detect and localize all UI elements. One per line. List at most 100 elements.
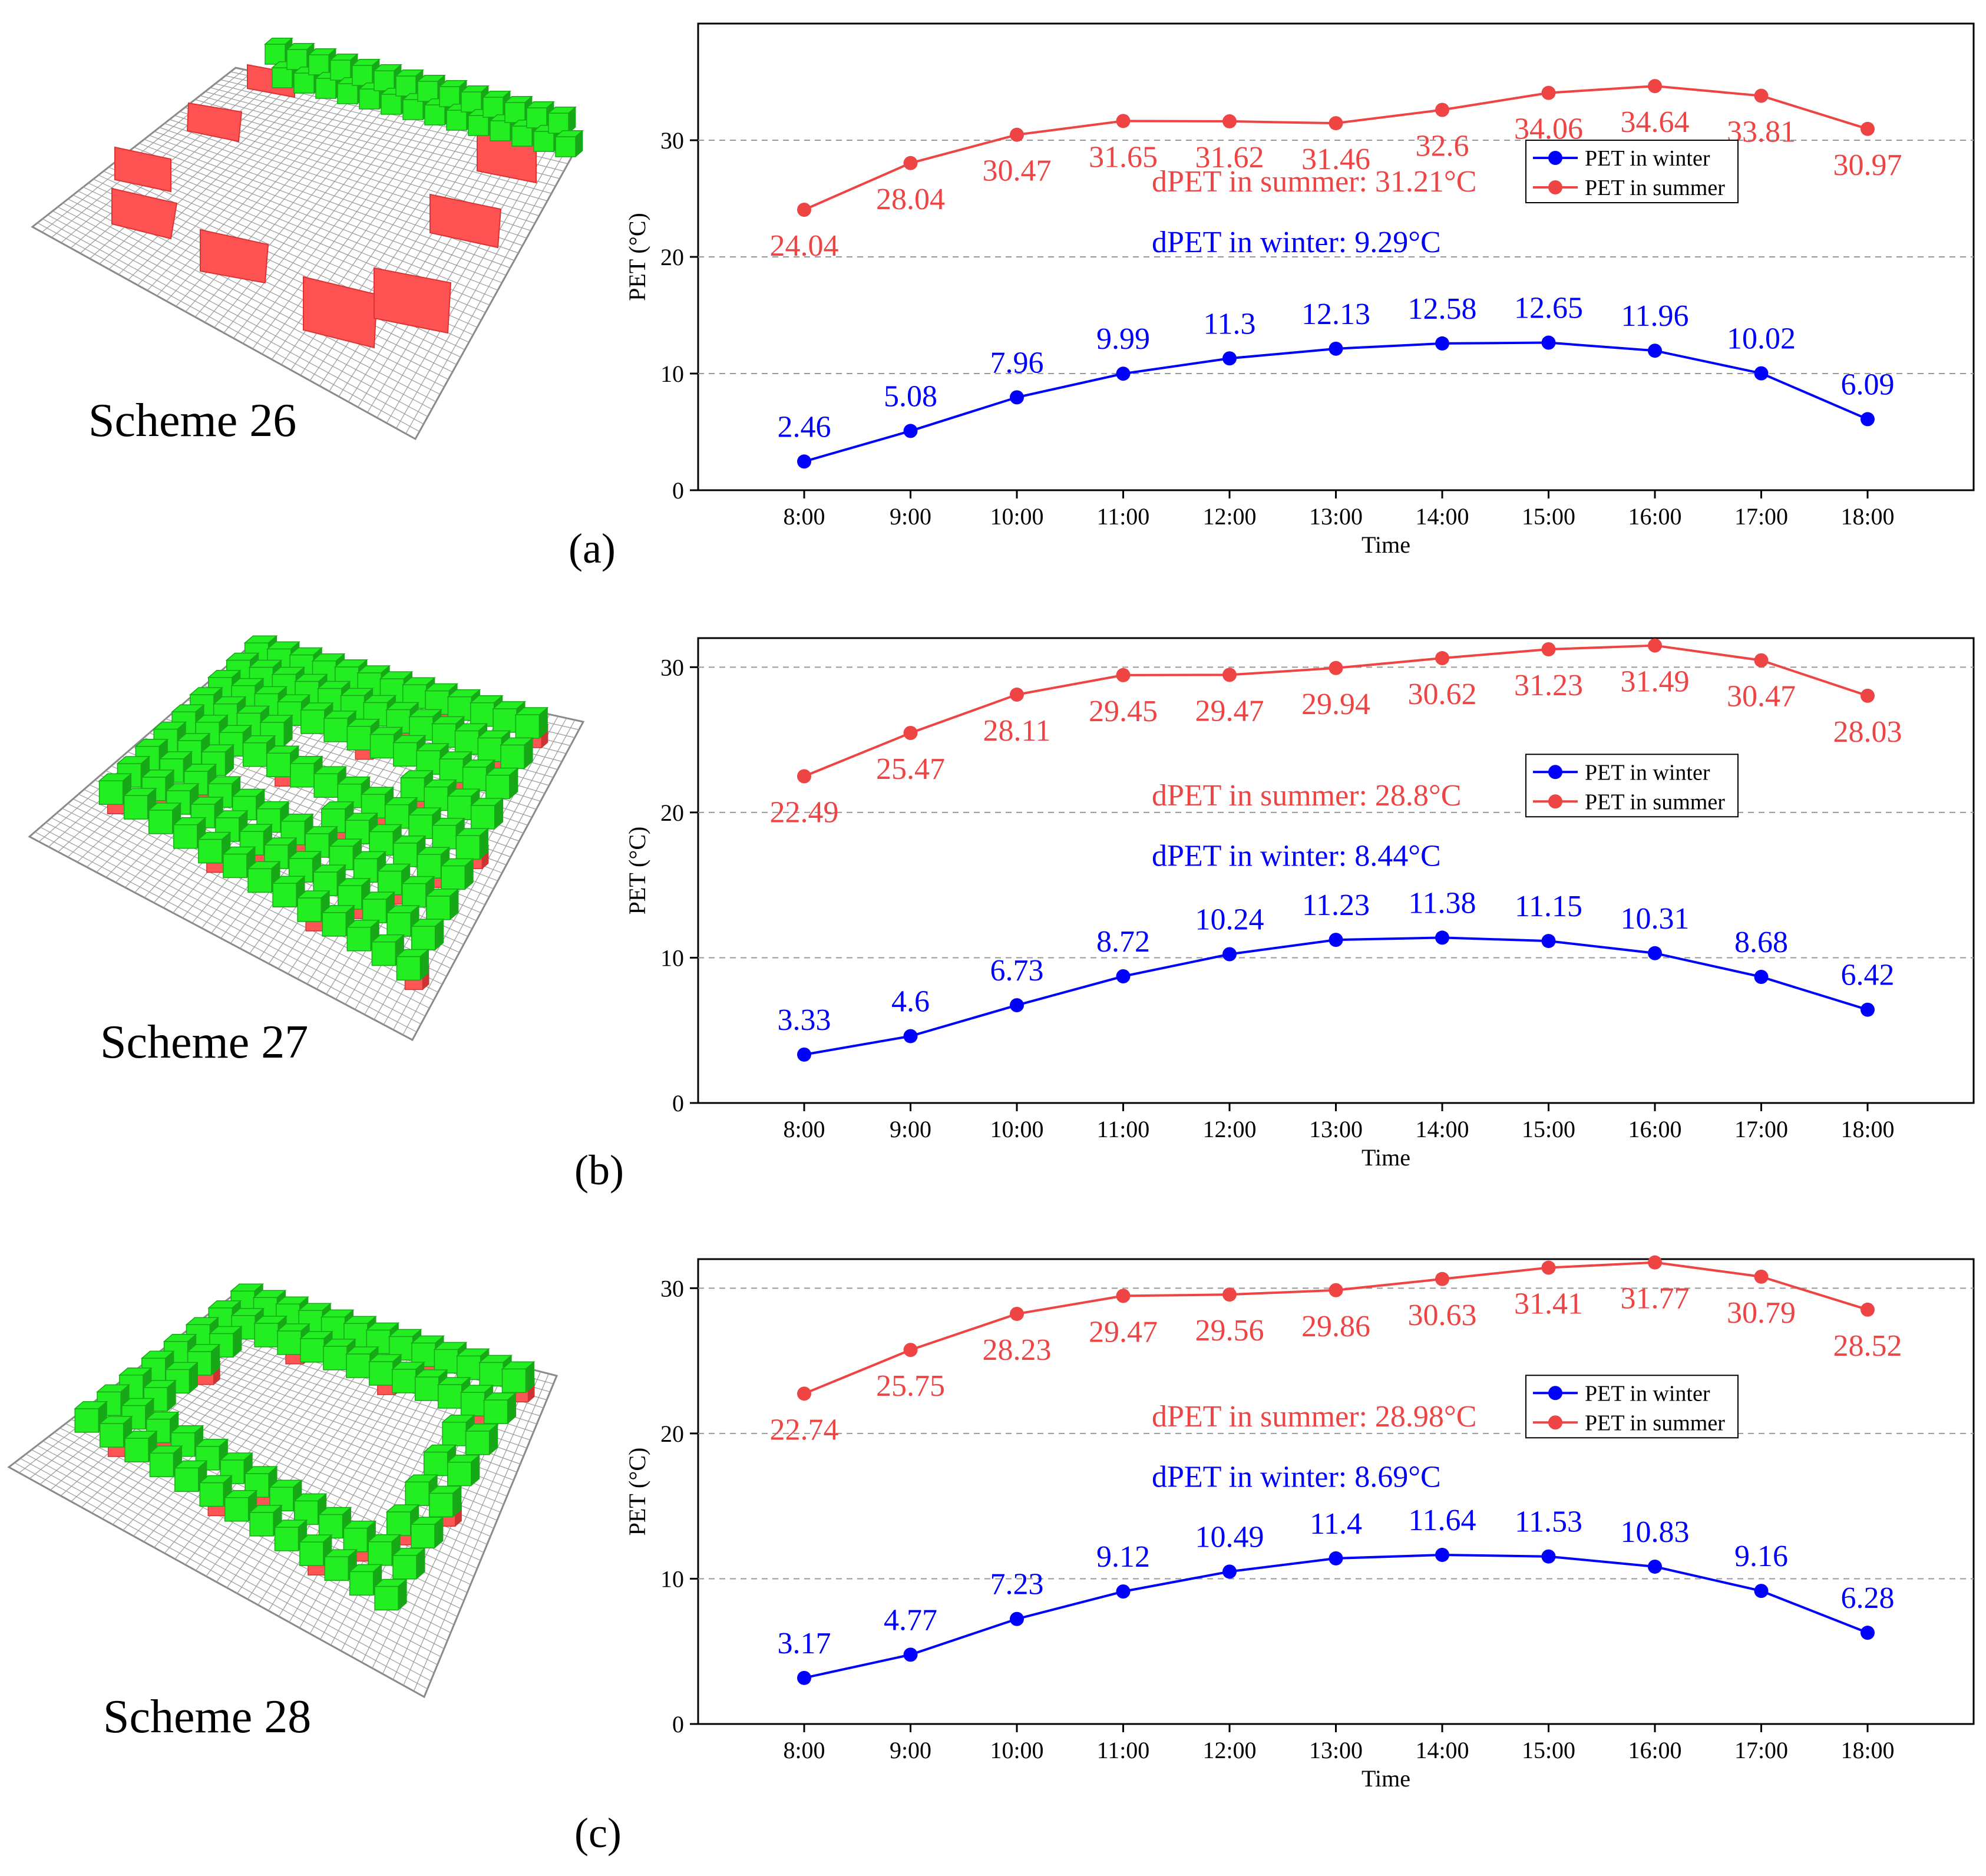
scheme-label: Scheme 28: [103, 1691, 311, 1743]
legend-swatch-marker: [1548, 1415, 1562, 1430]
summer-data-label: 22.49: [770, 795, 839, 829]
winter-data-label: 11.15: [1515, 890, 1582, 923]
summer-data-point: [1861, 1302, 1875, 1317]
grid-line: [42, 1441, 445, 1649]
x-tick-label: 12:00: [1202, 1116, 1256, 1142]
x-tick-label: 15:00: [1522, 1737, 1575, 1763]
grid-line: [25, 1454, 435, 1673]
y-tick-label: 10: [660, 944, 684, 971]
winter-dpet-annotation: dPET in winter: 8.69°C: [1152, 1461, 1441, 1494]
grid-line: [56, 813, 434, 1001]
summer-data-point: [1541, 85, 1556, 100]
x-tick-label: 10:00: [990, 1737, 1043, 1763]
summer-data-point: [1222, 114, 1237, 128]
summer-data-label: 28.04: [876, 183, 945, 216]
pet-line-chart: 0 10 20 30 8:00 9:00 10:00 11:00 12:00 13:00 14:00…: [624, 1255, 1975, 1792]
summer-data-point: [1754, 88, 1769, 103]
summer-data-point: [1861, 121, 1875, 136]
grid-line: [367, 132, 538, 413]
winter-data-label: 3.33: [778, 1003, 831, 1037]
summer-data-point: [1754, 653, 1769, 668]
building-block: [461, 759, 496, 791]
summer-data-label: 31.49: [1621, 665, 1690, 699]
building-block: [464, 1423, 499, 1455]
winter-data-label: 9.12: [1096, 1540, 1150, 1574]
summer-data-point: [1541, 642, 1556, 656]
winter-data-point: [1329, 1551, 1343, 1565]
winter-data-label: 10.31: [1621, 902, 1690, 936]
y-tick-label: 30: [660, 654, 684, 681]
building-block: [120, 1398, 155, 1430]
winter-data-label: 12.58: [1408, 292, 1477, 326]
x-axis-title: Time: [1362, 531, 1410, 558]
building-block: [470, 797, 504, 830]
summer-data-label: 28.52: [1833, 1329, 1902, 1363]
summer-data-label: 31.23: [1514, 669, 1583, 702]
panel-letter: (c): [574, 1809, 622, 1857]
grid-line: [403, 1371, 541, 1686]
summer-data-point: [1435, 103, 1449, 117]
building-block: [501, 1361, 536, 1393]
building-block: [143, 1379, 177, 1412]
x-tick-label: 10:00: [990, 1116, 1043, 1142]
summer-data-point: [903, 1343, 918, 1358]
legend-box: [1525, 754, 1739, 818]
summer-data-label: 30.47: [983, 154, 1052, 188]
summer-data-point: [1222, 668, 1237, 682]
summer-data-label: 25.47: [876, 752, 945, 786]
x-tick-label: 18:00: [1840, 1737, 1894, 1763]
summer-data-point: [1010, 1306, 1024, 1321]
x-tick-label: 15:00: [1522, 503, 1575, 530]
x-tick-label: 16:00: [1628, 1116, 1681, 1142]
grid-line: [405, 139, 572, 434]
winter-data-point: [1541, 335, 1556, 350]
winter-data-point: [1648, 946, 1662, 960]
grid-line: [42, 218, 424, 425]
grid-line: [386, 136, 555, 424]
building-block: [74, 1401, 108, 1433]
summer-data-point: [797, 769, 811, 784]
summer-data-label: 31.46: [1301, 143, 1370, 176]
summer-data-label: 30.47: [1727, 680, 1796, 714]
summer-data-label: 22.74: [770, 1413, 839, 1446]
winter-data-point: [903, 1647, 918, 1662]
legend-box: [1525, 1375, 1739, 1439]
winter-data-label: 12.13: [1301, 298, 1370, 331]
winter-data-point: [1435, 336, 1449, 351]
grid-line: [413, 1373, 549, 1692]
summer-data-label: 24.04: [770, 229, 839, 263]
winter-data-label: 3.17: [778, 1627, 831, 1660]
winter-data-point: [797, 454, 811, 469]
legend-entry-label: PET in winter: [1585, 1381, 1710, 1406]
summer-data-label: 28.11: [983, 714, 1050, 748]
x-axis-title: Time: [1362, 1144, 1410, 1171]
winter-data-label: 7.23: [990, 1568, 1044, 1601]
building-block: [484, 767, 519, 800]
building-block: [259, 714, 294, 747]
summer-data-label: 32.6: [1416, 130, 1469, 163]
scheme-28-model-illustration: [7, 1283, 559, 1699]
winter-data-label: 11.96: [1621, 299, 1688, 333]
summer-data-label: 29.94: [1301, 688, 1370, 721]
winter-data-point: [1754, 1584, 1769, 1598]
building-block: [222, 846, 256, 878]
winter-data-point: [1435, 1548, 1449, 1563]
summer-data-point: [1116, 668, 1131, 682]
winter-data-point: [1116, 969, 1131, 983]
y-tick-label: 20: [660, 1421, 684, 1447]
building-block: [446, 1454, 481, 1487]
y-tick-label: 20: [660, 800, 684, 826]
winter-data-label: 11.38: [1408, 886, 1476, 920]
winter-data-point: [1648, 344, 1662, 358]
building-block: [547, 106, 577, 134]
grid-line: [47, 214, 428, 417]
grid-line: [34, 831, 417, 1033]
winter-data-label: 8.72: [1096, 925, 1150, 959]
building-block: [410, 919, 445, 951]
legend-swatch-marker: [1548, 794, 1562, 809]
winter-data-point: [1010, 390, 1024, 405]
x-tick-label: 14:00: [1415, 1737, 1469, 1763]
summer-data-point: [1648, 79, 1662, 94]
winter-data-label: 10.83: [1621, 1515, 1690, 1549]
